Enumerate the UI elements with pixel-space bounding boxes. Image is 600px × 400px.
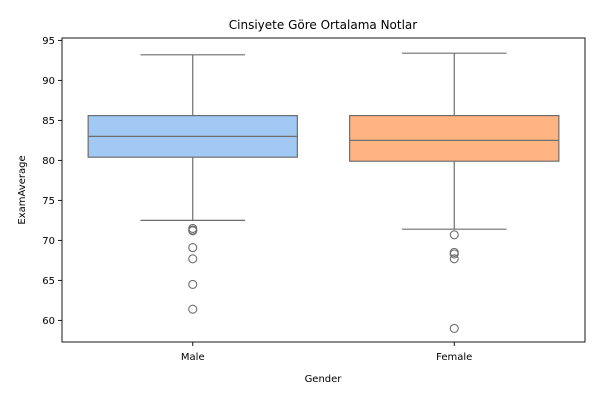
outlier-point-male: [188, 304, 198, 314]
x-tick-label-male: Male: [181, 352, 205, 363]
outlier-point-male: [188, 243, 198, 253]
y-tick-label: 80: [42, 156, 55, 167]
outlier-point-male: [188, 254, 198, 264]
plot-frame: [61, 37, 586, 343]
x-axis: Male Female: [181, 342, 472, 363]
y-axis-label: ExamAverage: [17, 155, 28, 224]
y-tick-label: 85: [42, 116, 55, 127]
y-tick-label: 60: [42, 316, 55, 327]
chart-title: Cinsiyete Göre Ortalama Notlar: [229, 18, 417, 32]
outlier-point-male: [188, 226, 198, 236]
x-axis-label: Gender: [305, 374, 343, 385]
y-tick-label: 70: [42, 236, 55, 247]
plot-area: [61, 37, 586, 343]
x-tick-label-female: Female: [436, 352, 472, 363]
box-female: [349, 114, 560, 162]
outlier-point-female: [449, 230, 459, 240]
y-axis: 60 65 70 75 80 85 90 95: [42, 36, 62, 327]
outlier-point-female: [449, 323, 459, 333]
outlier-point-female: [449, 249, 459, 259]
y-tick-label: 95: [42, 36, 55, 47]
y-tick-label: 90: [42, 76, 55, 87]
y-tick-label: 65: [42, 276, 55, 287]
outlier-point-male: [188, 279, 198, 289]
outlier-point-female: [449, 254, 459, 264]
y-tick-label: 75: [42, 196, 55, 207]
